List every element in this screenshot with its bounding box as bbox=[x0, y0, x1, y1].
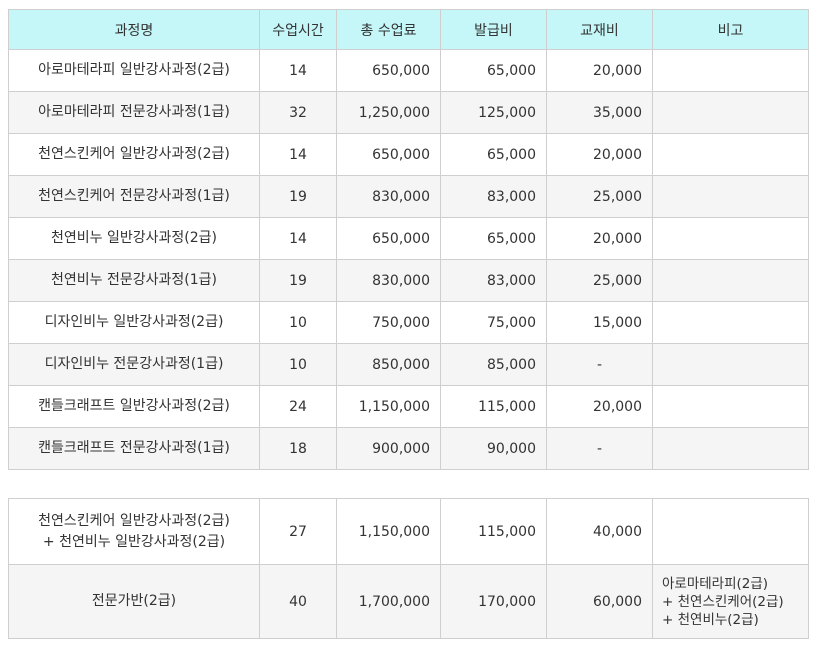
table-header-row: 과정명 수업시간 총 수업료 발급비 교재비 비고 bbox=[8, 9, 809, 50]
course-name-cell: 캔들크래프트 전문강사과정(1급) bbox=[8, 427, 260, 470]
course-name-cell: 전문가반(2급) bbox=[8, 564, 260, 639]
header-hours: 수업시간 bbox=[259, 9, 337, 50]
book-fee-cell: 20,000 bbox=[546, 385, 653, 428]
tuition-cell: 830,000 bbox=[336, 259, 441, 302]
course-name-cell: 천연스킨케어 전문강사과정(1급) bbox=[8, 175, 260, 218]
hours-cell: 10 bbox=[259, 343, 337, 386]
book-fee-cell: 20,000 bbox=[546, 133, 653, 176]
table-row: 천연스킨케어 일반강사과정(2급) + 천연비누 일반강사과정(2급) 27 1,1… bbox=[8, 498, 809, 565]
tuition-cell: 1,150,000 bbox=[336, 385, 441, 428]
tuition-cell: 1,250,000 bbox=[336, 91, 441, 134]
issue-fee-cell: 83,000 bbox=[440, 259, 547, 302]
issue-fee-cell: 115,000 bbox=[440, 498, 547, 565]
note-cell bbox=[652, 385, 809, 428]
issue-fee-cell: 65,000 bbox=[440, 49, 547, 92]
header-course-name: 과정명 bbox=[8, 9, 260, 50]
issue-fee-cell: 115,000 bbox=[440, 385, 547, 428]
tuition-cell: 650,000 bbox=[336, 49, 441, 92]
note-cell bbox=[652, 427, 809, 470]
note-cell bbox=[652, 217, 809, 260]
tuition-cell: 750,000 bbox=[336, 301, 441, 344]
note-cell bbox=[652, 343, 809, 386]
hours-cell: 14 bbox=[259, 217, 337, 260]
course-name-cell: 아로마테라피 일반강사과정(2급) bbox=[8, 49, 260, 92]
note-cell: 아로마테라피(2급) + 천연스킨케어(2급) + 천연비누(2급) bbox=[652, 564, 809, 639]
hours-cell: 10 bbox=[259, 301, 337, 344]
header-issue-fee: 발급비 bbox=[440, 9, 547, 50]
hours-cell: 19 bbox=[259, 175, 337, 218]
table-row: 아로마테라피 전문강사과정(1급) 32 1,250,000 125,000 35,00… bbox=[8, 91, 809, 134]
course-name-cell: 디자인비누 일반강사과정(2급) bbox=[8, 301, 260, 344]
table-row: 천연비누 전문강사과정(1급) 19 830,000 83,000 25,000 bbox=[8, 259, 809, 302]
header-tuition: 총 수업료 bbox=[336, 9, 441, 50]
table-row: 캔들크래프트 전문강사과정(1급) 18 900,000 90,000- bbox=[8, 427, 809, 470]
hours-cell: 14 bbox=[259, 49, 337, 92]
table-row: 천연스킨케어 전문강사과정(1급) 19 830,000 83,000 25,000 bbox=[8, 175, 809, 218]
table-row: 전문가반(2급) 40 1,700,000 170,000 60,000 아로마테라피(2… bbox=[8, 564, 809, 639]
note-cell bbox=[652, 175, 809, 218]
note-cell bbox=[652, 91, 809, 134]
note-cell bbox=[652, 49, 809, 92]
table-row: 천연비누 일반강사과정(2급) 14 650,000 65,000 20,000 bbox=[8, 217, 809, 260]
issue-fee-cell: 85,000 bbox=[440, 343, 547, 386]
issue-fee-cell: 65,000 bbox=[440, 217, 547, 260]
book-fee-cell: - bbox=[546, 343, 653, 386]
hours-cell: 40 bbox=[259, 564, 337, 639]
course-name-cell: 천연스킨케어 일반강사과정(2급) + 천연비누 일반강사과정(2급) bbox=[8, 498, 260, 565]
book-fee-cell: 20,000 bbox=[546, 49, 653, 92]
course-name-cell: 아로마테라피 전문강사과정(1급) bbox=[8, 91, 260, 134]
book-fee-cell: 25,000 bbox=[546, 259, 653, 302]
book-fee-cell: - bbox=[546, 427, 653, 470]
book-fee-cell: 20,000 bbox=[546, 217, 653, 260]
hours-cell: 14 bbox=[259, 133, 337, 176]
note-cell bbox=[652, 301, 809, 344]
issue-fee-cell: 90,000 bbox=[440, 427, 547, 470]
combo-course-table: 천연스킨케어 일반강사과정(2급) + 천연비누 일반강사과정(2급) 27 1,1… bbox=[8, 498, 809, 639]
tuition-cell: 850,000 bbox=[336, 343, 441, 386]
course-name-cell: 디자인비누 전문강사과정(1급) bbox=[8, 343, 260, 386]
note-cell bbox=[652, 133, 809, 176]
table-row: 천연스킨케어 일반강사과정(2급) 14 650,000 65,000 20,000 bbox=[8, 133, 809, 176]
tuition-cell: 1,150,000 bbox=[336, 498, 441, 565]
tuition-cell: 830,000 bbox=[336, 175, 441, 218]
hours-cell: 24 bbox=[259, 385, 337, 428]
header-book-fee: 교재비 bbox=[546, 9, 653, 50]
course-name-cell: 천연스킨케어 일반강사과정(2급) bbox=[8, 133, 260, 176]
course-fee-table: 과정명 수업시간 총 수업료 발급비 교재비 비고 아로마테라피 일반강사과정(… bbox=[8, 9, 809, 470]
issue-fee-cell: 65,000 bbox=[440, 133, 547, 176]
note-cell bbox=[652, 259, 809, 302]
tuition-cell: 1,700,000 bbox=[336, 564, 441, 639]
course-name-cell: 천연비누 전문강사과정(1급) bbox=[8, 259, 260, 302]
course-name-cell: 천연비누 일반강사과정(2급) bbox=[8, 217, 260, 260]
issue-fee-cell: 125,000 bbox=[440, 91, 547, 134]
book-fee-cell: 60,000 bbox=[546, 564, 653, 639]
issue-fee-cell: 75,000 bbox=[440, 301, 547, 344]
book-fee-cell: 15,000 bbox=[546, 301, 653, 344]
book-fee-cell: 25,000 bbox=[546, 175, 653, 218]
tuition-cell: 650,000 bbox=[336, 217, 441, 260]
table-row: 디자인비누 일반강사과정(2급) 10 750,000 75,000 15,000 bbox=[8, 301, 809, 344]
hours-cell: 32 bbox=[259, 91, 337, 134]
hours-cell: 18 bbox=[259, 427, 337, 470]
table-row: 캔들크래프트 일반강사과정(2급) 24 1,150,000 115,000 20,00… bbox=[8, 385, 809, 428]
hours-cell: 27 bbox=[259, 498, 337, 565]
note-cell bbox=[652, 498, 809, 565]
issue-fee-cell: 170,000 bbox=[440, 564, 547, 639]
hours-cell: 19 bbox=[259, 259, 337, 302]
issue-fee-cell: 83,000 bbox=[440, 175, 547, 218]
table-row: 아로마테라피 일반강사과정(2급) 14 650,000 65,000 20,000 bbox=[8, 49, 809, 92]
tuition-cell: 900,000 bbox=[336, 427, 441, 470]
book-fee-cell: 40,000 bbox=[546, 498, 653, 565]
book-fee-cell: 35,000 bbox=[546, 91, 653, 134]
header-note: 비고 bbox=[652, 9, 809, 50]
table-row: 디자인비누 전문강사과정(1급) 10 850,000 85,000- bbox=[8, 343, 809, 386]
course-name-cell: 캔들크래프트 일반강사과정(2급) bbox=[8, 385, 260, 428]
tuition-cell: 650,000 bbox=[336, 133, 441, 176]
